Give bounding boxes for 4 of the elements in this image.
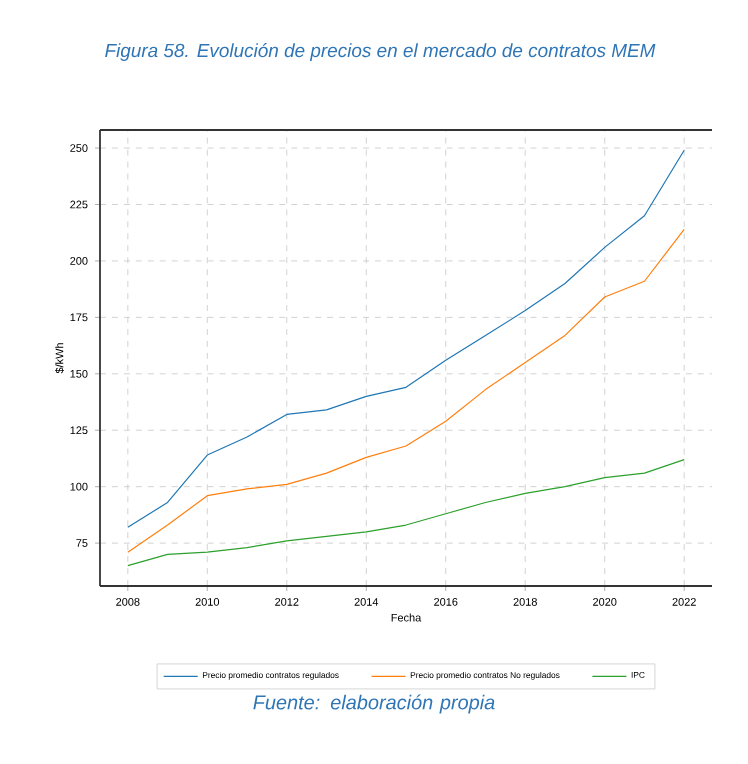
- line-series: [127, 149, 685, 528]
- source-note: Fuente: elaboración propia: [253, 694, 495, 714]
- chart-title: Figura 58. Evolución de precios en el mercado de contratos MEM: [105, 43, 656, 61]
- line-series: [127, 228, 685, 553]
